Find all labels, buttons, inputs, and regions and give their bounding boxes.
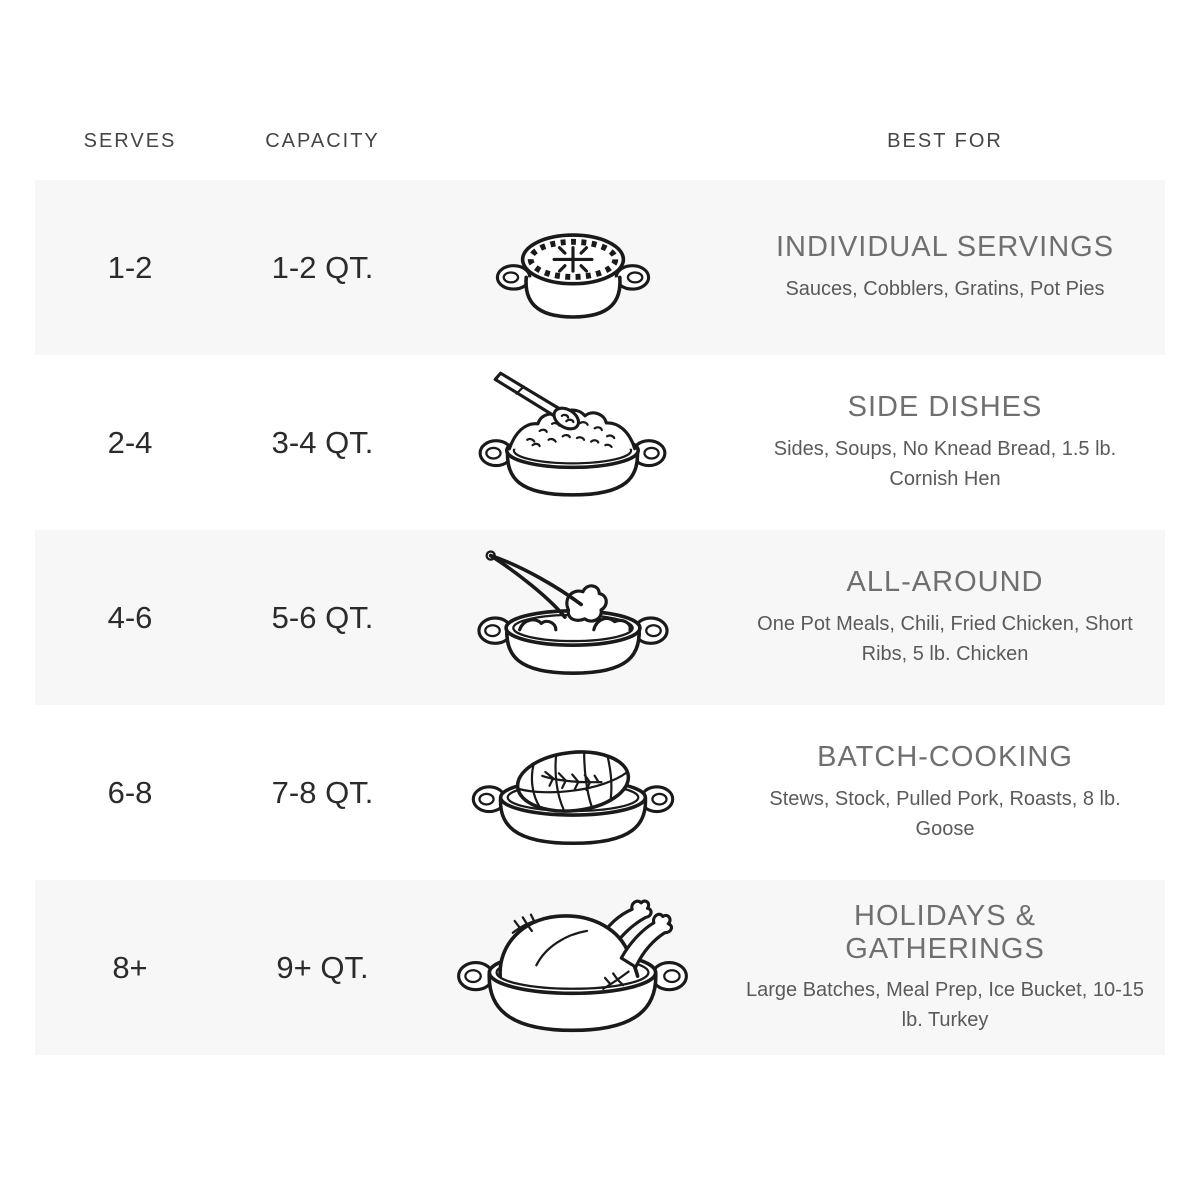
- table-row-5-6qt: 4-6 5-6 QT.: [35, 530, 1165, 705]
- table-row-3-4qt: 2-4 3-4 QT. SID: [35, 355, 1165, 530]
- best-for-description: Sides, Soups, No Knead Bread, 1.5 lb. Co…: [773, 437, 1117, 490]
- illustration-cell: [420, 180, 725, 355]
- table-row-9plus-qt: 8+ 9+ QT.: [35, 880, 1165, 1055]
- serves-value: 2-4: [107, 424, 153, 460]
- pot-with-pot-pie-icon: [495, 233, 650, 319]
- capacity-value: 7-8 QT.: [271, 774, 374, 810]
- illustration-cell: [420, 880, 725, 1055]
- pot-with-whole-turkey-icon: [457, 899, 688, 1032]
- serves-value: 1-2: [107, 249, 153, 285]
- serves-column-header: SERVES: [83, 129, 177, 152]
- best-for-cell: INDIVIDUAL SERVINGS Sauces, Cobblers, Gr…: [725, 231, 1165, 303]
- best-for-title: SIDE DISHES: [847, 391, 1043, 424]
- best-for-title: BATCH-COOKING: [817, 741, 1073, 774]
- capacity-value: 1-2 QT.: [271, 249, 374, 285]
- capacity-value: 9+ QT.: [276, 949, 369, 985]
- capacity-column-header: CAPACITY: [265, 129, 380, 152]
- best-for-cell: BATCH-COOKING Stews, Stock, Pulled Pork,…: [725, 741, 1165, 843]
- best-for-column-header: BEST FOR: [887, 129, 1003, 152]
- serves-value: 8+: [112, 949, 148, 985]
- table-header-row: SERVES CAPACITY BEST FOR: [35, 110, 1165, 172]
- illustration-cell: [420, 705, 725, 880]
- table-body: 1-2 1-2 QT. INDIVIDUAL SERVINGS Sauces, …: [35, 180, 1165, 1055]
- best-for-description: Stews, Stock, Pulled Pork, Roasts, 8 lb.…: [769, 787, 1121, 840]
- pot-with-spoon-and-pasta-icon: [478, 371, 667, 497]
- pot-with-tied-roast-icon: [471, 749, 674, 845]
- best-for-cell: HOLIDAYS & GATHERINGS Large Batches, Mea…: [725, 900, 1165, 1036]
- best-for-title: ALL-AROUND: [846, 566, 1044, 599]
- capacity-value: 3-4 QT.: [271, 424, 374, 460]
- illustration-cell: [420, 355, 725, 530]
- table-row-7-8qt: 6-8 7-8 QT.: [35, 705, 1165, 880]
- illustration-cell: [420, 530, 725, 705]
- serves-value: 4-6: [107, 599, 153, 635]
- best-for-cell: ALL-AROUND One Pot Meals, Chili, Fried C…: [725, 566, 1165, 668]
- best-for-description: Large Batches, Meal Prep, Ice Bucket, 10…: [746, 979, 1144, 1032]
- best-for-description: Sauces, Cobblers, Gratins, Pot Pies: [785, 277, 1105, 300]
- best-for-description: One Pot Meals, Chili, Fried Chicken, Sho…: [757, 612, 1133, 665]
- capacity-value: 5-6 QT.: [271, 599, 374, 635]
- best-for-title: INDIVIDUAL SERVINGS: [775, 231, 1115, 264]
- pot-with-tongs-and-chicken-icon: [476, 549, 669, 675]
- serves-value: 6-8: [107, 774, 153, 810]
- best-for-title: HOLIDAYS & GATHERINGS: [845, 899, 1045, 965]
- table-row-1-2qt: 1-2 1-2 QT. INDIVIDUAL SERVINGS Sauces, …: [35, 180, 1165, 355]
- best-for-cell: SIDE DISHES Sides, Soups, No Knead Bread…: [725, 391, 1165, 493]
